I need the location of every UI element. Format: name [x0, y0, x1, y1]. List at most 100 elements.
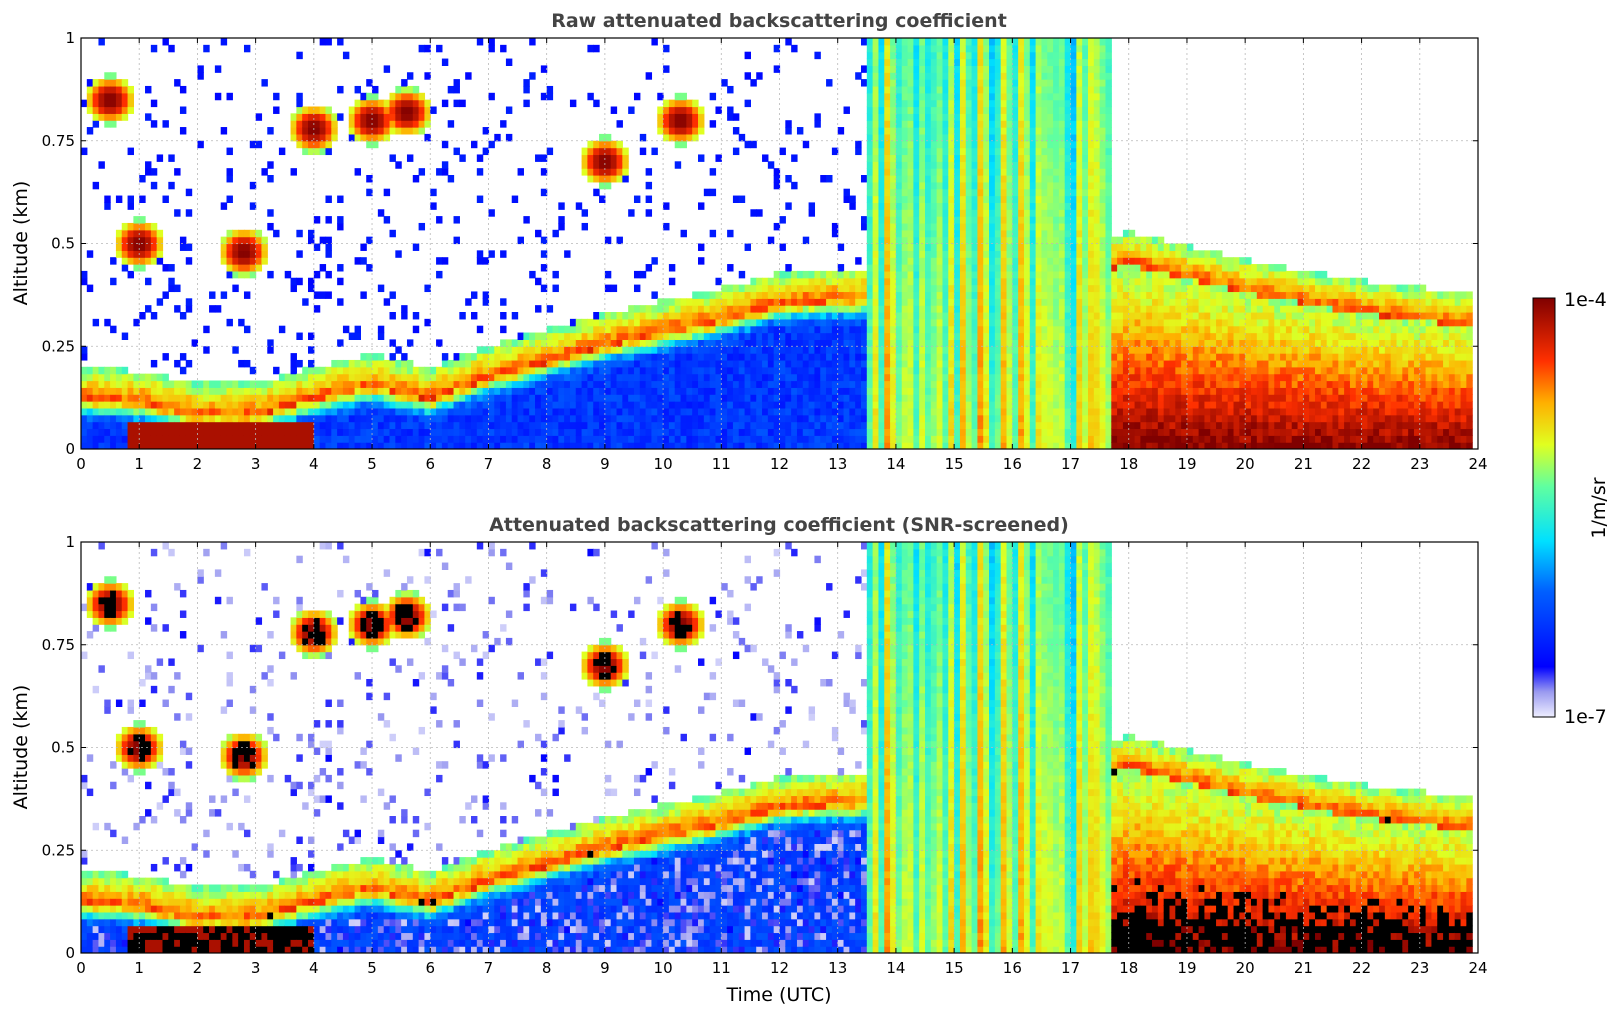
heatmap-cell [1023, 264, 1031, 272]
heatmap-cell [86, 380, 94, 388]
heatmap-cell [401, 79, 408, 87]
heatmap-cell [354, 168, 361, 176]
heatmap-cell [866, 147, 874, 156]
heatmap-cell [459, 154, 466, 162]
heatmap-cell [377, 373, 385, 382]
heatmap-cell [232, 407, 239, 416]
heatmap-cell [756, 394, 763, 402]
heatmap-cell [1000, 366, 1008, 375]
heatmap-cell [261, 243, 268, 251]
heatmap-cell [1023, 72, 1031, 80]
heatmap-cell [715, 339, 722, 347]
heatmap-cell [692, 353, 699, 361]
heatmap-cell [1000, 264, 1008, 272]
heatmap-cell [348, 428, 356, 436]
heatmap-cell [412, 414, 420, 423]
heatmap-cell [779, 305, 786, 313]
heatmap-cell [156, 380, 164, 388]
heatmap-cell [989, 58, 996, 66]
heatmap-cell [249, 257, 257, 265]
heatmap-cell [954, 428, 961, 436]
heatmap-cell [1029, 140, 1037, 149]
heatmap-cell [849, 442, 856, 449]
heatmap-cell [1047, 353, 1054, 361]
heatmap-cell [500, 250, 507, 258]
heatmap-cell [977, 85, 984, 94]
heatmap-cell [663, 127, 670, 135]
heatmap-cell [1000, 168, 1008, 176]
heatmap-cell [511, 387, 519, 395]
heatmap-cell [569, 407, 577, 416]
heatmap-cell [337, 435, 344, 443]
heatmap-cell [1006, 127, 1013, 135]
heatmap-cell [1018, 339, 1025, 347]
heatmap-cell [773, 270, 781, 279]
heatmap-cell [965, 133, 973, 142]
heatmap-cell [1012, 318, 1019, 327]
heatmap-cell [133, 435, 140, 443]
heatmap-cell [954, 127, 961, 135]
heatmap-cell [465, 442, 472, 449]
heatmap-cell [1018, 414, 1025, 423]
heatmap-cell [1006, 133, 1013, 142]
heatmap-cell [919, 270, 926, 279]
heatmap-cell [104, 92, 111, 101]
heatmap-cell [849, 305, 856, 313]
heatmap-cell [587, 353, 594, 361]
heatmap-cell [633, 195, 641, 203]
heatmap-cell [313, 401, 321, 409]
heatmap-cell [150, 394, 158, 402]
heatmap-cell [86, 401, 94, 409]
heatmap-cell [965, 257, 973, 265]
heatmap-cell [377, 380, 385, 388]
heatmap-cell [890, 133, 897, 142]
heatmap-cell [1023, 147, 1031, 156]
heatmap-cell [727, 312, 734, 320]
heatmap-cell [581, 442, 589, 449]
heatmap-cell [546, 366, 554, 375]
heatmap-cell [1023, 435, 1031, 443]
heatmap-cell [104, 120, 111, 128]
heatmap-cell [791, 270, 798, 279]
heatmap-cell [663, 339, 670, 347]
heatmap-cell [465, 407, 472, 416]
heatmap-cell [581, 421, 589, 430]
heatmap-cell [919, 305, 926, 313]
heatmap-cell [290, 394, 297, 402]
heatmap-cell [814, 353, 821, 361]
heatmap-cell [494, 394, 501, 402]
heatmap-cell [948, 435, 955, 443]
heatmap-cell [936, 332, 944, 340]
heatmap-cell [872, 229, 880, 238]
heatmap-cell [872, 58, 880, 66]
heatmap-cell [884, 147, 891, 156]
heatmap-cell [1041, 188, 1048, 197]
heatmap-cell [575, 366, 583, 375]
heatmap-cell [994, 407, 1002, 416]
heatmap-cell [791, 442, 798, 449]
heatmap-cell [773, 284, 781, 293]
heatmap-cell [959, 65, 967, 73]
heatmap-cell [930, 264, 938, 272]
heatmap-cell [657, 353, 664, 361]
heatmap-cell [133, 229, 140, 238]
heatmap-cell [203, 401, 210, 409]
heatmap-cell [401, 407, 408, 416]
heatmap-cell [1018, 58, 1025, 66]
heatmap-cell [1041, 106, 1048, 114]
heatmap-cell [831, 339, 839, 347]
heatmap-cell [989, 257, 996, 265]
heatmap-cell [965, 401, 973, 409]
heatmap-cell [994, 291, 1002, 299]
heatmap-cell [878, 127, 885, 135]
heatmap-cell [1047, 442, 1054, 449]
heatmap-cell [866, 209, 874, 217]
heatmap-cell [1035, 277, 1043, 286]
heatmap-cell [959, 243, 967, 251]
heatmap-cell [936, 270, 944, 279]
heatmap-cell [471, 366, 478, 375]
heatmap-cell [860, 277, 868, 286]
heatmap-cell [954, 325, 961, 334]
heatmap-cell [1041, 401, 1048, 409]
heatmap-cell [220, 401, 228, 409]
